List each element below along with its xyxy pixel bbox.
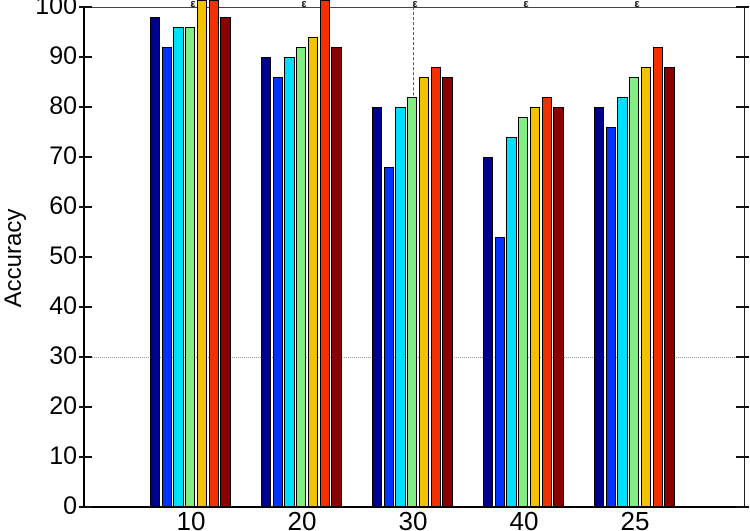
- bar-series-1-dark-blue-x25: [594, 107, 605, 507]
- bar-series-2-blue-x25: [605, 127, 617, 507]
- bar-series-4-light-green-x20: [296, 47, 307, 507]
- y-tick-label-70: 70: [49, 142, 77, 170]
- y-tick-right-80: [736, 106, 749, 108]
- bar-series-1-dark-blue-x10: [150, 17, 161, 507]
- y-tick-label-90: 90: [49, 42, 77, 70]
- y-tick-right-100: [736, 6, 749, 8]
- y-tick-left-90: [79, 56, 92, 58]
- bar-series-7-dark-red-x20: [331, 47, 342, 507]
- y-tick-label-10: 10: [49, 442, 77, 470]
- y-tick-left-20: [79, 406, 92, 408]
- y-tick-label-30: 30: [49, 342, 77, 370]
- epsilon-marker-40: ε: [523, 0, 529, 10]
- bar-series-4-light-green-x10: [185, 27, 196, 507]
- top-axis-line: [84, 7, 746, 8]
- bar-series-6-orange-red-x30: [430, 67, 441, 507]
- bar-series-7-dark-red-x10: [220, 17, 231, 507]
- y-tick-left-30: [79, 356, 92, 358]
- epsilon-marker-25: ε: [634, 0, 640, 10]
- bar-series-4-light-green-x25: [629, 77, 640, 507]
- y-tick-right-70: [736, 156, 749, 158]
- bar-series-3-cyan-x30: [395, 107, 406, 507]
- x-tick-label-10: 10: [176, 506, 206, 531]
- y-tick-label-20: 20: [49, 392, 77, 420]
- bar-series-3-cyan-x40: [506, 137, 517, 507]
- bar-series-4-light-green-x30: [407, 97, 418, 507]
- bar-series-6-orange-red-x20: [319, 0, 330, 507]
- y-tick-left-70: [79, 156, 92, 158]
- bar-series-2-blue-x20: [272, 77, 284, 507]
- bar-series-2-blue-x40: [494, 237, 506, 507]
- y-tick-label-100: 100: [35, 0, 77, 20]
- bar-series-1-dark-blue-x20: [261, 57, 272, 507]
- bar-series-7-dark-red-x30: [442, 77, 453, 507]
- bar-series-5-gold-x30: [418, 77, 430, 507]
- y-tick-right-50: [736, 256, 749, 258]
- x-tick-label-40: 40: [509, 506, 539, 531]
- bar-series-1-dark-blue-x30: [372, 107, 383, 507]
- y-tick-right-20: [736, 406, 749, 408]
- bar-series-7-dark-red-x40: [553, 107, 564, 507]
- bar-series-5-gold-x20: [307, 37, 319, 507]
- epsilon-marker-30: ε: [412, 0, 418, 10]
- y-tick-label-80: 80: [49, 92, 77, 120]
- bar-series-3-cyan-x10: [173, 27, 184, 507]
- y-tick-left-40: [79, 306, 92, 308]
- y-tick-right-10: [736, 456, 749, 458]
- y-tick-label-60: 60: [49, 192, 77, 220]
- y-tick-label-40: 40: [49, 292, 77, 320]
- bar-series-6-orange-red-x10: [208, 0, 219, 507]
- y-tick-right-90: [736, 56, 749, 58]
- bar-series-5-gold-x10: [196, 0, 208, 507]
- x-tick-label-20: 20: [287, 506, 317, 531]
- y-tick-right-40: [736, 306, 749, 308]
- bar-series-1-dark-blue-x40: [483, 157, 494, 507]
- y-tick-left-60: [79, 206, 92, 208]
- bar-series-3-cyan-x20: [284, 57, 295, 507]
- bar-series-7-dark-red-x25: [664, 67, 675, 507]
- bar-series-6-orange-red-x25: [652, 47, 663, 507]
- y-tick-left-10: [79, 456, 92, 458]
- bar-series-2-blue-x30: [383, 167, 395, 507]
- bar-series-5-gold-x40: [529, 107, 541, 507]
- bar-series-3-cyan-x25: [617, 97, 628, 507]
- x-tick-label-30: 30: [398, 506, 428, 531]
- epsilon-marker-20: ε: [301, 0, 307, 10]
- y-tick-right-60: [736, 206, 749, 208]
- bar-series-2-blue-x10: [161, 47, 173, 507]
- bottom-axis-spine: [83, 506, 747, 508]
- y-tick-left-80: [79, 106, 92, 108]
- bar-series-6-orange-red-x40: [541, 97, 552, 507]
- y-tick-right-0: [736, 506, 749, 508]
- x-tick-label-25: 25: [620, 506, 650, 531]
- epsilon-marker-10: ε: [190, 0, 196, 10]
- y-tick-left-100: [79, 6, 92, 8]
- bar-series-5-gold-x25: [640, 67, 652, 507]
- y-tick-label-50: 50: [49, 242, 77, 270]
- y-tick-label-0: 0: [63, 492, 77, 520]
- y-tick-left-50: [79, 256, 92, 258]
- bar-series-4-light-green-x40: [518, 117, 529, 507]
- y-tick-left-0: [79, 506, 92, 508]
- y-tick-right-30: [736, 356, 749, 358]
